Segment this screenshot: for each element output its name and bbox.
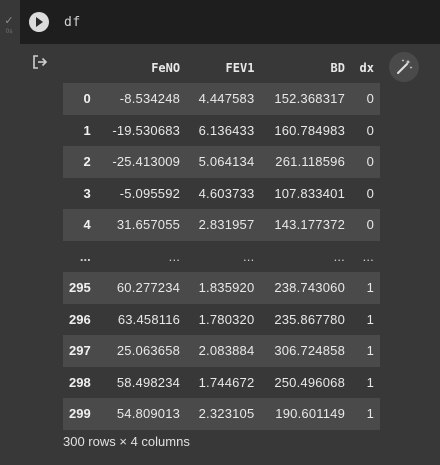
cell-dx: 0 (366, 154, 374, 170)
row-index: 4 (83, 217, 91, 233)
table-row: 297 25.063658 2.083884 306.724858 1 (63, 335, 380, 367)
cell-feno: -5.095592 (119, 185, 181, 201)
cell-fev1: ... (242, 248, 255, 264)
cell-dx: 1 (366, 280, 374, 296)
cell-bd: 160.784983 (274, 122, 345, 138)
cell-fev1: 1.744672 (198, 374, 255, 390)
cell-fev1: 4.447583 (198, 91, 255, 107)
row-index: 295 (69, 280, 91, 296)
cell-bd: 143.177372 (274, 217, 345, 233)
cell-bd: 235.867780 (274, 311, 345, 327)
cell-dx: 1 (366, 311, 374, 327)
column-header-index (63, 52, 99, 83)
cell-dx: 0 (366, 185, 374, 201)
cell-dx: 1 (366, 374, 374, 390)
cell-feno: 60.277234 (116, 280, 181, 296)
cell-feno: -8.534248 (119, 91, 181, 107)
table-header-row: FeNO FEV1 BD dx (63, 52, 380, 83)
table-row: 295 60.277234 1.835920 238.743060 1 (63, 272, 380, 304)
cell-feno: 25.063658 (116, 343, 181, 359)
column-header-fev1: FEV1 (225, 60, 255, 75)
cell-dx: 0 (366, 217, 374, 233)
column-header-feno: FeNO (151, 60, 181, 75)
cell-bd: ... (333, 248, 345, 264)
dataframe-table: FeNO FEV1 BD dx 0 -8.534248 4.447583 152… (63, 52, 380, 430)
cell-dx: 1 (366, 343, 374, 359)
output-arrow-icon[interactable] (32, 54, 48, 70)
table-row: 0 -8.534248 4.447583 152.368317 0 (63, 83, 380, 115)
row-index: 0 (83, 91, 91, 107)
table-row: 299 54.809013 2.323105 190.601149 1 (63, 398, 380, 430)
row-index: 297 (69, 343, 91, 359)
cell-bd: 306.724858 (274, 343, 345, 359)
cell-feno: 54.809013 (116, 406, 181, 422)
cell-execution-status: ✓ 0s (2, 14, 16, 37)
row-index: ... (79, 248, 91, 264)
column-header-dx: dx (359, 60, 374, 75)
cell-dx: 0 (366, 91, 374, 107)
table-row: 3 -5.095592 4.603733 107.833401 0 (63, 177, 380, 209)
dataframe-shape-summary: 300 rows × 4 columns (63, 434, 190, 449)
check-icon: ✓ (4, 14, 14, 27)
table-row: 296 63.458116 1.780320 235.867780 1 (63, 303, 380, 335)
cell-bd: 238.743060 (274, 280, 345, 296)
cell-bd: 152.368317 (274, 91, 345, 107)
cell-fev1: 1.780320 (198, 311, 255, 327)
row-index: 298 (69, 374, 91, 390)
row-index: 3 (83, 185, 91, 201)
cell-feno: 31.657055 (116, 217, 181, 233)
cell-fev1: 5.064134 (198, 154, 255, 170)
table-row: 2 -25.413009 5.064134 261.118596 0 (63, 146, 380, 178)
code-text[interactable]: df (64, 15, 81, 30)
table-row: 1 -19.530683 6.136433 160.784983 0 (63, 114, 380, 146)
magic-wand-icon (397, 59, 413, 74)
table-row-ellipsis: ... ... ... ... ... (63, 240, 380, 272)
row-index: 296 (69, 311, 91, 327)
magic-wand-button[interactable] (389, 52, 419, 82)
cell-bd: 107.833401 (274, 185, 345, 201)
cell-feno: -25.413009 (112, 154, 181, 170)
column-header-bd: BD (330, 60, 345, 75)
table-row: 298 58.498234 1.744672 250.496068 1 (63, 366, 380, 398)
row-index: 1 (83, 122, 91, 138)
cell-fev1: 4.603733 (198, 185, 255, 201)
cell-feno: ... (168, 248, 181, 264)
code-editor[interactable]: df (20, 0, 440, 44)
cell-fev1: 2.323105 (198, 406, 255, 422)
cell-fev1: 6.136433 (198, 122, 255, 138)
cell-dx: 0 (366, 122, 374, 138)
cell-bd: 250.496068 (274, 374, 345, 390)
play-icon (36, 17, 43, 27)
run-cell-button[interactable] (29, 12, 49, 32)
execution-time: 0s (5, 28, 13, 35)
cell-fev1: 2.083884 (198, 343, 255, 359)
table-row: 4 31.657055 2.831957 143.177372 0 (63, 209, 380, 241)
cell-bd: 190.601149 (275, 406, 345, 422)
cell-fev1: 1.835920 (198, 280, 255, 296)
cell-feno: -19.530683 (112, 122, 181, 138)
cell-fev1: 2.831957 (198, 217, 255, 233)
row-index: 2 (83, 154, 91, 170)
cell-dx: 1 (366, 406, 374, 422)
cell-feno: 58.498234 (116, 374, 181, 390)
cell-feno: 63.458116 (117, 311, 181, 327)
cell-bd: 261.118596 (275, 154, 345, 170)
row-index: 299 (69, 406, 91, 422)
cell-dx: ... (362, 248, 374, 264)
